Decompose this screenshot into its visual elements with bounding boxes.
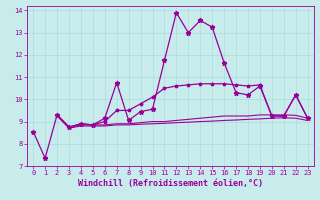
- X-axis label: Windchill (Refroidissement éolien,°C): Windchill (Refroidissement éolien,°C): [78, 179, 263, 188]
